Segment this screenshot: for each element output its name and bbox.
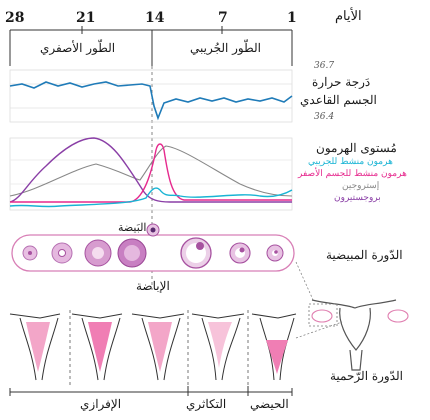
follicle-1 <box>22 245 38 261</box>
uterus-stage-5 <box>251 313 297 381</box>
day-tick-28: 28 <box>5 10 25 26</box>
day-tick-1: 1 <box>287 10 297 26</box>
days-title: الأيام <box>335 9 362 24</box>
follicle-4 <box>117 238 147 268</box>
ovarian-panel <box>11 223 295 272</box>
temp-title-line1: دَرجة حرارة <box>312 75 371 89</box>
legend-fsh: هرمون منشط للجريبي <box>308 157 393 167</box>
egg-label: البَيضة <box>118 221 147 234</box>
uterine-panel <box>9 310 297 386</box>
follicle-5 <box>180 237 212 269</box>
uterine-phase-proliferative: التكاثري <box>186 397 227 411</box>
ovarian-title: الدّورة المبيضية <box>326 248 403 262</box>
egg-icon <box>146 223 160 237</box>
uterine-title: الدّورة الرّحمية <box>330 369 404 383</box>
follicle-6 <box>229 242 251 264</box>
progesterone-curve <box>9 137 292 203</box>
uterus-stage-2 <box>71 313 123 381</box>
temperature-panel <box>9 69 293 123</box>
uterus-schematic <box>295 261 409 371</box>
legend-estrogen: إستروجين <box>342 181 380 191</box>
follicle-3 <box>84 239 112 267</box>
ovulation-label: الإباضة <box>136 279 170 293</box>
uterine-phase-menstrual: الحيضي <box>250 397 289 411</box>
temp-high: 36.7 <box>314 61 335 71</box>
day-tick-21: 21 <box>76 10 96 26</box>
uterine-phase-axis <box>9 386 293 396</box>
phase-follicular: الطّور الجُريبي <box>190 41 261 55</box>
follicle-2 <box>51 242 73 264</box>
follicle-7 <box>266 244 284 262</box>
legend-lh: هرمون منشط للجسم الأصفر <box>298 169 407 179</box>
fsh-curve <box>9 187 293 208</box>
temperature-curve <box>9 81 293 121</box>
uterus-stage-1 <box>9 313 61 381</box>
hormone-title: مُستوى الهرمون <box>316 141 397 155</box>
uterus-stage-3 <box>131 313 185 381</box>
temp-low: 36.4 <box>314 112 335 122</box>
day-tick-14: 14 <box>145 10 165 26</box>
day-tick-7: 7 <box>218 10 228 26</box>
uterine-phase-secretory: الإفرازي <box>80 397 122 411</box>
temp-title-line2: الجسم القاعدي <box>300 93 377 107</box>
day-axis <box>9 26 293 66</box>
hormone-panel <box>9 137 293 211</box>
uterus-stage-4 <box>191 313 245 381</box>
lh-curve <box>10 143 292 203</box>
phase-luteal: الطّور الأصفري <box>40 41 116 55</box>
legend-progesterone: بروجستيرون <box>334 193 381 203</box>
